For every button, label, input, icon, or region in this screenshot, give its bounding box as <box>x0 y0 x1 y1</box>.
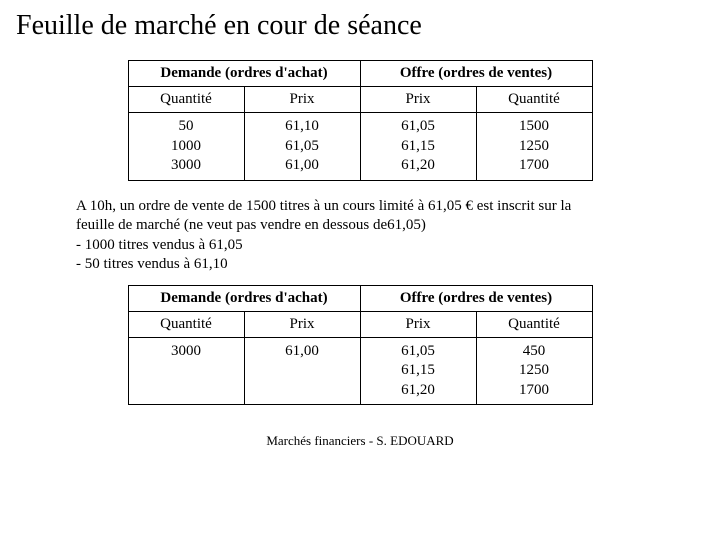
cell-value: 3000 <box>139 156 234 176</box>
bid-price-cell: 61,10 61,05 61,00 <box>244 113 360 181</box>
cell-value: 61,20 <box>371 381 466 401</box>
page-title: Feuille de marché en cour de séance <box>16 10 704 42</box>
ask-qty-cell: 1500 1250 1700 <box>476 113 592 181</box>
narrative-line: A 10h, un ordre de vente de 1500 titres … <box>76 197 664 217</box>
cell-value: 61,05 <box>371 342 466 362</box>
cell-value: 61,05 <box>255 137 350 157</box>
cell-value: 1250 <box>487 361 582 381</box>
subheader-bid-price: Prix <box>244 311 360 337</box>
footer-text: Marchés financiers - S. EDOUARD <box>16 433 704 449</box>
page: Feuille de marché en cour de séance Dema… <box>0 0 720 449</box>
header-offre: Offre (ordres de ventes) <box>360 61 592 87</box>
cell-value: 61,00 <box>255 156 350 176</box>
table-row: Quantité Prix Prix Quantité <box>128 311 592 337</box>
cell-value: 61,15 <box>371 137 466 157</box>
narrative-block: A 10h, un ordre de vente de 1500 titres … <box>76 197 664 275</box>
table-row: Demande (ordres d'achat) Offre (ordres d… <box>128 285 592 311</box>
header-offre: Offre (ordres de ventes) <box>360 285 592 311</box>
cell-value: 3000 <box>139 342 234 362</box>
table-row: Quantité Prix Prix Quantité <box>128 87 592 113</box>
cell-value: 450 <box>487 342 582 362</box>
narrative-line: feuille de marché (ne veut pas vendre en… <box>76 216 664 236</box>
cell-value: 1700 <box>487 156 582 176</box>
cell-value: 1500 <box>487 117 582 137</box>
ask-price-cell: 61,05 61,15 61,20 <box>360 113 476 181</box>
cell-value <box>255 381 350 401</box>
subheader-ask-qty: Quantité <box>476 311 592 337</box>
subheader-ask-price: Prix <box>360 87 476 113</box>
narrative-line: - 1000 titres vendus à 61,05 <box>76 236 664 256</box>
subheader-bid-qty: Quantité <box>128 311 244 337</box>
cell-value: 61,20 <box>371 156 466 176</box>
cell-value: 61,10 <box>255 117 350 137</box>
subheader-bid-price: Prix <box>244 87 360 113</box>
cell-value <box>255 361 350 381</box>
ask-qty-cell: 450 1250 1700 <box>476 337 592 405</box>
orderbook-table-2: Demande (ordres d'achat) Offre (ordres d… <box>128 285 593 406</box>
bid-qty-cell: 3000 <box>128 337 244 405</box>
subheader-ask-price: Prix <box>360 311 476 337</box>
cell-value: 61,15 <box>371 361 466 381</box>
cell-value <box>139 381 234 401</box>
table-row: Demande (ordres d'achat) Offre (ordres d… <box>128 61 592 87</box>
cell-value: 61,05 <box>371 117 466 137</box>
ask-price-cell: 61,05 61,15 61,20 <box>360 337 476 405</box>
orderbook-table-1: Demande (ordres d'achat) Offre (ordres d… <box>128 60 593 181</box>
cell-value: 1250 <box>487 137 582 157</box>
cell-value: 61,00 <box>255 342 350 362</box>
subheader-bid-qty: Quantité <box>128 87 244 113</box>
table-row: 50 1000 3000 61,10 61,05 61,00 61,05 61,… <box>128 113 592 181</box>
bid-price-cell: 61,00 <box>244 337 360 405</box>
cell-value: 50 <box>139 117 234 137</box>
header-demande: Demande (ordres d'achat) <box>128 285 360 311</box>
bid-qty-cell: 50 1000 3000 <box>128 113 244 181</box>
table-row: 3000 61,00 61,05 61,15 61,20 450 1250 <box>128 337 592 405</box>
subheader-ask-qty: Quantité <box>476 87 592 113</box>
table1-wrap: Demande (ordres d'achat) Offre (ordres d… <box>16 60 704 181</box>
cell-value: 1700 <box>487 381 582 401</box>
cell-value: 1000 <box>139 137 234 157</box>
header-demande: Demande (ordres d'achat) <box>128 61 360 87</box>
table2-wrap: Demande (ordres d'achat) Offre (ordres d… <box>16 285 704 406</box>
narrative-line: - 50 titres vendus à 61,10 <box>76 255 664 275</box>
cell-value <box>139 361 234 381</box>
